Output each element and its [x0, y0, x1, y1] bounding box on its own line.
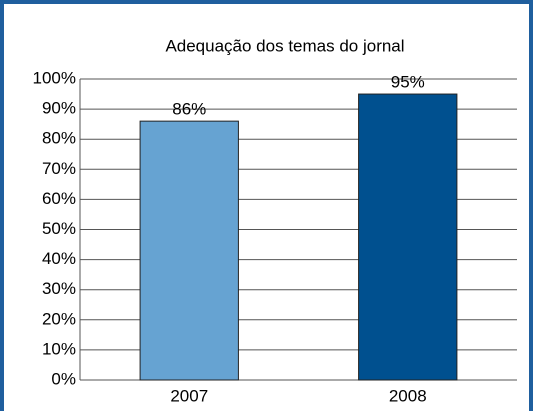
x-tick-label: 2008 — [389, 386, 427, 405]
bar — [358, 93, 458, 381]
y-tick-label: 70% — [42, 159, 76, 178]
y-tick-label: 30% — [42, 279, 76, 298]
y-tick-label: 20% — [42, 309, 76, 328]
y-tick-label: 90% — [42, 99, 76, 118]
y-tick-label: 40% — [42, 249, 76, 268]
x-tick-label: 2007 — [170, 386, 208, 405]
bar — [139, 120, 239, 381]
data-label: 95% — [391, 73, 425, 92]
data-label: 86% — [172, 100, 206, 119]
y-tick-label: 50% — [42, 219, 76, 238]
y-tick-label: 80% — [42, 129, 76, 148]
chart-title: Adequação dos temas do jornal — [165, 36, 404, 55]
y-tick-label: 60% — [42, 189, 76, 208]
y-tick-label: 0% — [51, 369, 76, 388]
y-tick-label: 10% — [42, 339, 76, 358]
y-tick-label: 100% — [33, 68, 76, 87]
